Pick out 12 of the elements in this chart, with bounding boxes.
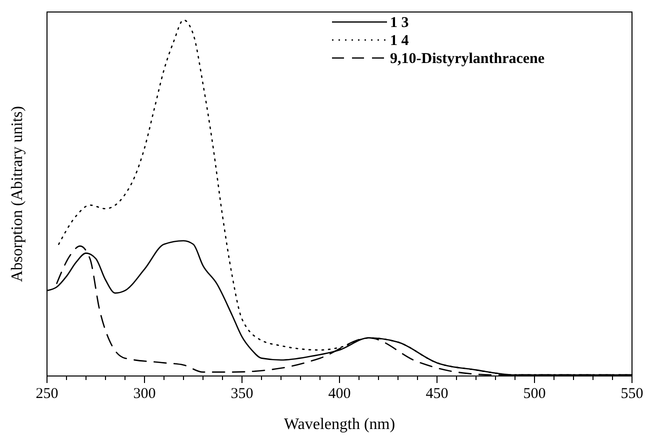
x-tick-label: 450 [426,386,448,402]
x-tick-label: 550 [620,386,644,402]
x-tick-label: 250 [36,386,58,402]
x-tick-label: 300 [133,386,156,402]
x-axis-title: Wavelength (nm) [284,416,396,433]
y-axis-title: Absorption (Abitrary units) [9,106,26,282]
legend-label: 1 4 [390,33,410,49]
x-tick-label: 350 [230,386,254,402]
legend-label: 9,10-Distyrylanthracene [390,51,545,67]
x-tick-label: 500 [523,386,546,402]
x-tick-label: 400 [328,386,351,402]
legend-label: 1 3 [390,15,409,31]
